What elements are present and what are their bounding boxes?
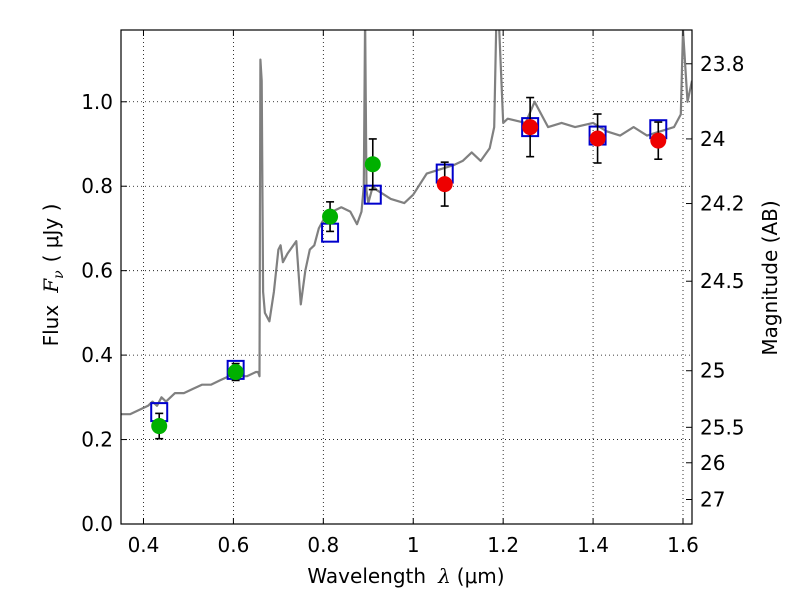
y2-axis-label: Magnitude (AB) (758, 200, 782, 355)
grid-layer (121, 30, 692, 525)
x-tick-label: 1.4 (577, 533, 609, 557)
x-tick-label: 0.6 (217, 533, 249, 557)
y2-tick-label: 27 (700, 488, 725, 512)
nir-point (650, 132, 667, 149)
y-axis-label-prefix: Flux (39, 305, 63, 347)
y-tick-label: 0.0 (81, 512, 113, 536)
axis-layer: 0.4 0.6 0.8 1 1.2 1.4 1.6 0.0 0.2 0.4 0.6 0.8 1.0 23.… (81, 30, 745, 557)
y-axis-label-symbol: F (39, 278, 63, 294)
y2-tick-label: 24.5 (700, 269, 745, 293)
y-tick-label: 0.4 (81, 343, 113, 367)
nir-point (589, 130, 606, 147)
optical-point (364, 156, 381, 173)
nir-point (522, 119, 539, 136)
x-tick-label: 1.6 (667, 533, 699, 557)
plot-frame (120, 29, 693, 525)
x-axis-label: Wavelength λ (μm) (307, 564, 504, 588)
x-axis-label-prefix: Wavelength (307, 564, 426, 588)
y2-tick-label: 24 (700, 127, 725, 151)
x-tick-label: 0.8 (307, 533, 339, 557)
y-axis-label-unit: ( μJy ) (39, 204, 63, 263)
y2-tick-label: 26 (700, 451, 725, 475)
y-axis-label-subscript: ν (51, 270, 67, 279)
y2-tick-label: 23.8 (700, 52, 745, 76)
x-tick-label: 0.4 (128, 533, 160, 557)
optical-point (151, 418, 168, 435)
y2-tick-label: 25 (700, 359, 725, 383)
x-tick-label: 1 (407, 533, 420, 557)
nir-point (436, 176, 453, 193)
optical-point (227, 364, 244, 380)
x-tick-label: 1.2 (487, 533, 519, 557)
y-tick-label: 0.8 (81, 174, 113, 198)
y2-tick-label: 25.5 (700, 415, 745, 439)
y-tick-label: 0.2 (81, 428, 113, 452)
series-layer (121, 30, 692, 440)
y2-tick-label: 24.2 (700, 192, 745, 216)
optical-point (322, 208, 339, 225)
y-axis-label: Flux Fν ( μJy ) (39, 204, 67, 347)
x-axis-label-unit: (μm) (457, 564, 505, 588)
x-axis-label-symbol: λ (437, 564, 451, 588)
y-tick-label: 0.6 (81, 259, 113, 283)
y-tick-label: 1.0 (81, 90, 113, 114)
spectrum-line (121, 30, 692, 416)
